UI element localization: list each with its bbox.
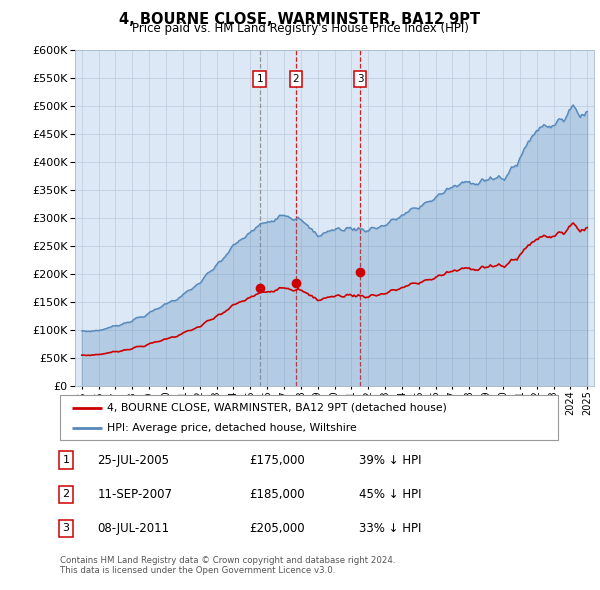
Text: Contains HM Land Registry data © Crown copyright and database right 2024.: Contains HM Land Registry data © Crown c…: [60, 556, 395, 565]
Text: HPI: Average price, detached house, Wiltshire: HPI: Average price, detached house, Wilt…: [107, 422, 357, 432]
Text: 2: 2: [62, 489, 70, 499]
Text: £205,000: £205,000: [249, 522, 305, 535]
Text: 3: 3: [62, 523, 70, 533]
Text: 4, BOURNE CLOSE, WARMINSTER, BA12 9PT: 4, BOURNE CLOSE, WARMINSTER, BA12 9PT: [119, 12, 481, 27]
Text: £185,000: £185,000: [249, 487, 305, 501]
Text: 4, BOURNE CLOSE, WARMINSTER, BA12 9PT (detached house): 4, BOURNE CLOSE, WARMINSTER, BA12 9PT (d…: [107, 403, 447, 412]
FancyBboxPatch shape: [60, 395, 558, 440]
Text: Price paid vs. HM Land Registry's House Price Index (HPI): Price paid vs. HM Land Registry's House …: [131, 22, 469, 35]
Text: 2: 2: [292, 74, 299, 84]
Text: This data is licensed under the Open Government Licence v3.0.: This data is licensed under the Open Gov…: [60, 566, 335, 575]
Text: 33% ↓ HPI: 33% ↓ HPI: [359, 522, 421, 535]
Text: £175,000: £175,000: [249, 454, 305, 467]
Text: 1: 1: [62, 455, 70, 465]
Text: 45% ↓ HPI: 45% ↓ HPI: [359, 487, 421, 501]
Text: 08-JUL-2011: 08-JUL-2011: [97, 522, 169, 535]
Text: 3: 3: [357, 74, 364, 84]
Text: 1: 1: [256, 74, 263, 84]
Text: 11-SEP-2007: 11-SEP-2007: [97, 487, 172, 501]
Text: 25-JUL-2005: 25-JUL-2005: [97, 454, 169, 467]
Text: 39% ↓ HPI: 39% ↓ HPI: [359, 454, 421, 467]
